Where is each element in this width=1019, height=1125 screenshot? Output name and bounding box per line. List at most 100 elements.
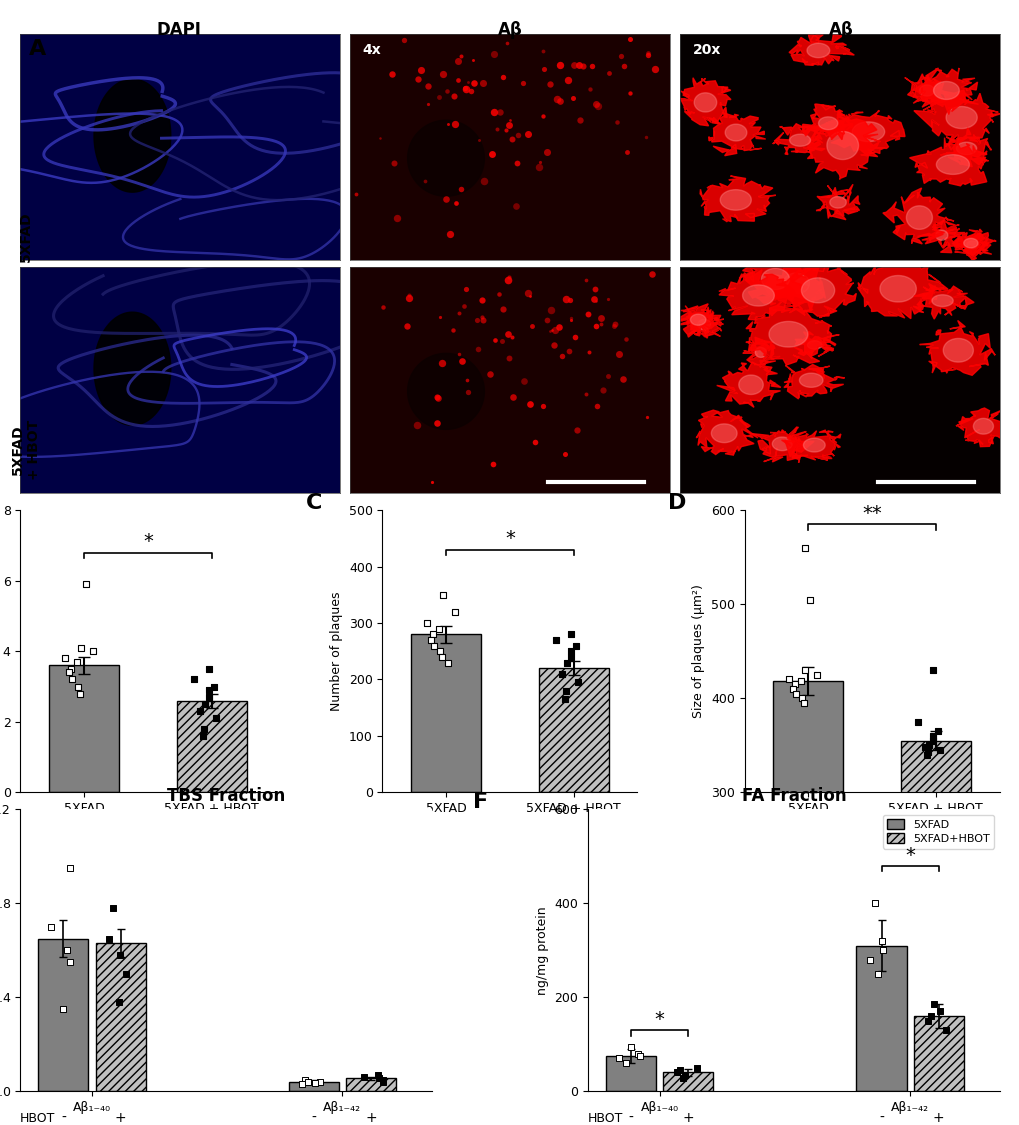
Text: HBOT: HBOT: [587, 1112, 623, 1125]
Point: [64, 670, 81, 688]
Point: [201, 681, 217, 699]
Point: [419, 614, 435, 632]
Point: [60, 664, 76, 682]
Point: [68, 652, 85, 670]
Point: [500, 350, 517, 368]
Point: [494, 69, 511, 87]
Point: [423, 472, 439, 490]
Point: [535, 61, 551, 79]
Point: [580, 305, 596, 323]
Polygon shape: [697, 319, 710, 330]
Polygon shape: [784, 364, 844, 399]
Point: [475, 172, 491, 190]
Point: [541, 75, 557, 93]
Point: [111, 946, 127, 964]
Text: *: *: [654, 1010, 664, 1029]
Bar: [49, 665, 119, 792]
Point: [869, 965, 886, 983]
Point: [447, 115, 464, 133]
Point: [395, 32, 412, 50]
Point: [110, 993, 126, 1011]
Polygon shape: [789, 134, 810, 146]
Point: [587, 96, 603, 114]
Point: [490, 285, 506, 303]
Polygon shape: [882, 188, 953, 244]
Point: [801, 591, 817, 609]
Point: [919, 1011, 935, 1029]
Point: [526, 433, 542, 451]
Point: [374, 1071, 390, 1089]
Point: [457, 79, 473, 97]
Text: -: -: [878, 1110, 883, 1125]
Point: [796, 662, 812, 680]
Bar: [411, 634, 481, 792]
Point: [61, 953, 77, 971]
Point: [384, 64, 400, 82]
Point: [520, 126, 536, 144]
Polygon shape: [932, 81, 958, 99]
Polygon shape: [946, 107, 976, 128]
Point: [474, 74, 490, 92]
Text: F: F: [473, 792, 488, 812]
Point: [70, 677, 87, 695]
Point: [497, 122, 514, 140]
Point: [538, 310, 554, 328]
Point: [503, 328, 520, 346]
Bar: [345, 1079, 395, 1091]
Point: [489, 120, 505, 138]
Point: [196, 720, 212, 738]
Polygon shape: [807, 341, 821, 349]
Polygon shape: [716, 362, 781, 407]
Polygon shape: [738, 375, 762, 395]
Polygon shape: [699, 176, 775, 222]
Point: [521, 287, 537, 305]
Point: [808, 666, 824, 684]
Text: 5XFAD
+ HBOT: 5XFAD + HBOT: [10, 420, 41, 480]
Bar: [96, 943, 146, 1091]
Point: [498, 34, 515, 52]
Y-axis label: Number of plaques: Number of plaques: [330, 592, 342, 711]
Point: [538, 143, 554, 161]
Polygon shape: [761, 269, 789, 289]
Polygon shape: [718, 270, 796, 320]
Y-axis label: Size of plaques (μm²): Size of plaques (μm²): [692, 584, 704, 718]
Text: *: *: [504, 529, 515, 548]
Point: [465, 51, 481, 69]
Point: [72, 684, 89, 702]
Point: [632, 1047, 648, 1065]
Point: [458, 280, 474, 298]
Point: [622, 29, 638, 47]
Point: [542, 302, 558, 319]
Point: [569, 422, 585, 440]
Text: Aβ: Aβ: [497, 21, 522, 39]
Point: [118, 965, 135, 983]
Point: [437, 190, 453, 208]
Point: [440, 115, 457, 133]
Point: [431, 88, 447, 106]
Polygon shape: [802, 105, 852, 140]
Point: [492, 104, 508, 122]
Text: +: +: [932, 1110, 944, 1125]
Point: [587, 316, 603, 334]
Polygon shape: [768, 322, 807, 346]
Polygon shape: [745, 302, 830, 364]
Text: -: -: [61, 1110, 65, 1125]
Polygon shape: [772, 124, 824, 154]
Polygon shape: [685, 306, 722, 339]
Point: [62, 660, 78, 678]
Polygon shape: [690, 314, 705, 325]
Point: [567, 637, 583, 655]
Point: [312, 1073, 328, 1091]
Polygon shape: [935, 154, 968, 174]
Point: [924, 662, 941, 680]
Point: [639, 46, 655, 64]
Point: [475, 312, 491, 330]
Point: [473, 308, 489, 326]
Polygon shape: [751, 428, 813, 462]
Point: [195, 727, 211, 745]
Point: [72, 639, 89, 657]
Point: [586, 290, 602, 308]
Point: [557, 682, 574, 700]
Polygon shape: [754, 348, 765, 358]
Point: [429, 388, 445, 406]
